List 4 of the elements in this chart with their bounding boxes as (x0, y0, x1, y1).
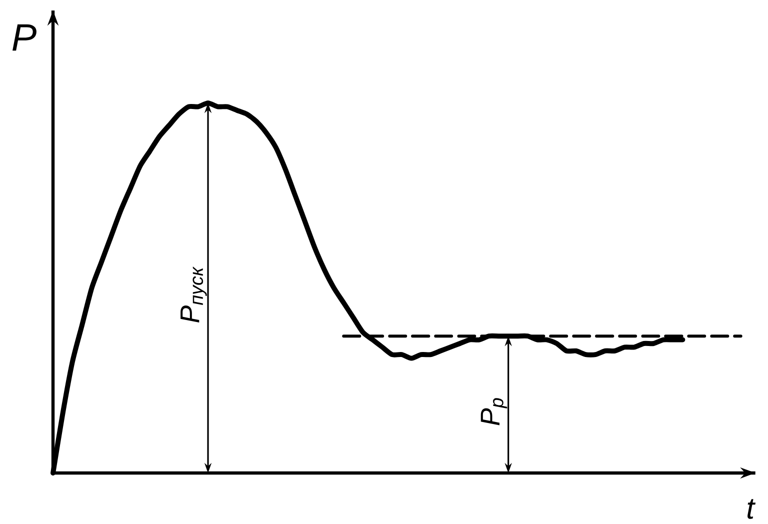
x-axis-title: t (748, 499, 756, 519)
annotation: P$_{р}$ (480, 398, 508, 426)
y-axis-title: P (12, 24, 36, 51)
annotation: P$_{пуск}$ (180, 266, 207, 323)
